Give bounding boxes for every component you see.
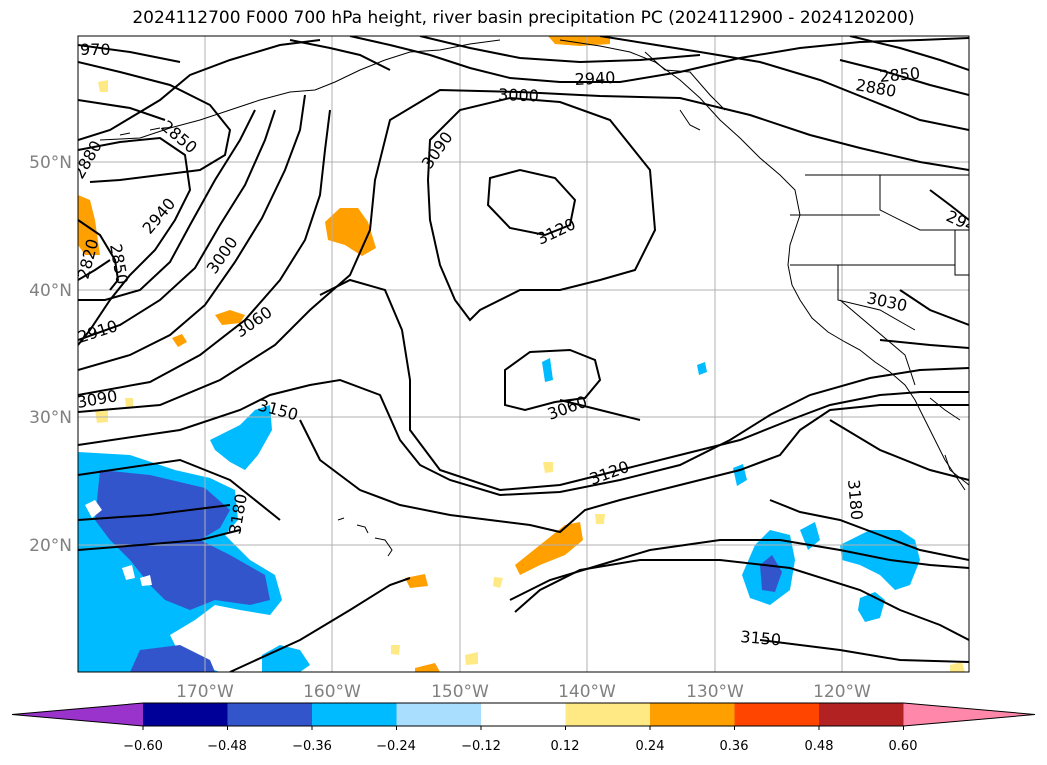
lat-label: 50°N [29,153,72,173]
lon-label: 160°W [303,682,361,702]
colorbar-tick-label: 0.12 [551,739,580,754]
colorbar-segment [227,703,313,726]
contour-label: 3150 [740,627,782,649]
colorbar-segment [650,703,735,726]
colorbar-tick-label: 0.48 [805,739,834,754]
lon-label: 140°W [558,682,616,702]
colorbar-tick-label: 0.24 [636,739,665,754]
colorbar-segment [396,703,482,726]
map-frame [77,35,970,673]
colorbar-segment [312,703,397,726]
colorbar-segment [565,703,651,726]
colorbar-segment [143,703,228,726]
colorbar-tick-label: 0.60 [889,739,918,754]
contour-label: 3180 [844,479,866,521]
contour-label: 3000 [498,85,539,105]
colorbar-tick-label: −0.48 [207,739,247,754]
lon-label: 120°W [813,682,871,702]
lat-label: 20°N [29,536,72,556]
colorbar-extension-low [12,703,143,726]
longitude-labels: 170°W 160°W 150°W 140°W 130°W 120°W [176,682,871,702]
latitude-labels: 50°N 40°N 30°N 20°N [29,153,72,556]
lon-label: 150°W [431,682,489,702]
contour-label: 2940 [574,68,616,89]
coastlines [99,39,969,557]
lat-label: 30°N [29,408,72,428]
lon-label: 170°W [176,682,234,702]
colorbar-tick-label: −0.12 [461,739,501,754]
lat-label: 40°N [29,281,72,301]
contour-label: 970 [80,40,111,59]
colorbar [11,702,1036,730]
colorbar-tick-label: −0.24 [376,739,416,754]
colorbar-tick-labels: −0.60 −0.48 −0.36 −0.24 −0.12 0.12 0.24 … [123,739,917,754]
colorbar-segment [819,703,904,726]
colorbar-tick-label: 0.36 [720,739,749,754]
map-title: 2024112700 F000 700 hPa height, river ba… [132,8,915,28]
colorbar-segment [481,703,566,726]
lon-label: 130°W [686,682,744,702]
colorbar-extension-high [903,703,1035,726]
contour-label: 2850 [879,64,921,86]
colorbar-tick-label: −0.60 [123,739,163,754]
colorbar-tick-label: −0.36 [292,739,332,754]
height-contours [78,36,969,672]
colorbar-segment [734,703,820,726]
